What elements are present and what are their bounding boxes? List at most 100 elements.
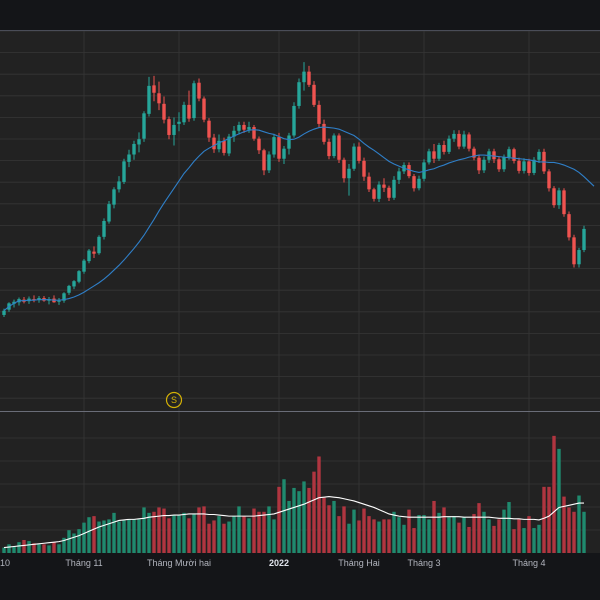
candle-body [152,85,156,93]
price-moving-average-line [3,126,595,312]
candle [177,112,181,132]
candle [307,65,311,87]
candle-body [582,228,586,251]
candle-body [537,151,541,160]
candle [497,156,501,172]
candle [232,126,236,142]
candle [342,157,346,183]
candle [562,188,566,217]
candle-body [207,120,211,138]
candle [432,143,436,163]
candle [257,136,261,154]
volume-bar [77,529,81,553]
candle [82,259,86,274]
candle [127,149,131,168]
candle-body [292,105,296,136]
candle [92,246,96,258]
candle [482,156,486,173]
candle [442,140,446,155]
candle-body [202,98,206,120]
candle-body [562,190,566,215]
candle [77,270,81,284]
candle-body [107,204,111,222]
volume-bar [362,508,366,553]
volume-bar [262,511,266,553]
volume-bar [577,495,581,553]
x-tick-label: Tháng Mười hai [147,558,211,568]
candle [577,247,581,268]
candle-body [222,140,226,153]
candle [387,185,391,201]
candle [212,133,216,153]
candle [462,130,466,149]
candle [242,121,246,133]
candle [317,100,321,128]
candle-body [217,140,221,150]
candle [472,146,476,161]
candle-body [157,93,161,104]
volume-bar [582,511,586,553]
volume-bar [237,506,241,553]
volume-bar [72,533,76,553]
volume-bar [497,519,501,553]
volume-bar [42,544,46,553]
candle-body [572,237,576,265]
volume-bar [87,517,91,553]
candle-body [342,159,346,179]
candle-body [547,171,551,189]
dividend-marker-icon[interactable]: S [165,391,183,409]
candle-body [497,159,501,170]
x-tick-label: Tháng 4 [512,558,545,568]
candle-body [462,134,466,147]
candle-body [477,157,481,171]
candle [582,225,586,253]
candle [132,140,136,160]
candle [187,90,191,122]
volume-bar [347,523,351,553]
candle [207,118,211,142]
candle-body [57,300,61,302]
volume-bar [332,500,336,553]
candle [352,143,356,171]
volume-bar [157,507,161,553]
candle-body [142,113,146,139]
volume-bar [252,508,256,553]
candle-body [447,138,451,152]
candle [197,78,201,102]
volume-bar [297,491,301,553]
volume-bar [137,519,141,553]
volume-bar [242,516,246,553]
candle [572,234,576,268]
volume-bar [327,505,331,553]
volume-bar [32,543,36,553]
volume-bar [182,512,186,553]
candle [547,169,551,192]
volume-bar [367,516,371,553]
volume-bar [527,516,531,553]
candle-body [397,171,401,180]
candle [142,111,146,142]
candle-body [252,127,256,139]
dividend-marker-circle [165,391,183,409]
volume-bar [207,523,211,553]
volume-bar [557,448,561,553]
candle-body [172,124,176,135]
volume-bar [552,435,556,553]
candle-body [82,260,86,272]
volume-bar [337,516,341,553]
candle-body [147,85,151,114]
volume-bar [307,487,311,553]
volume-bar [487,519,491,553]
volume-bar [382,519,386,553]
volume-bar [282,479,286,553]
volume-bar [447,517,451,553]
candle [112,187,116,209]
candle [522,158,526,174]
candle-body [367,176,371,190]
candle [537,149,541,163]
volume-bar [62,537,66,553]
candle-body [307,71,311,85]
candle [327,138,331,160]
